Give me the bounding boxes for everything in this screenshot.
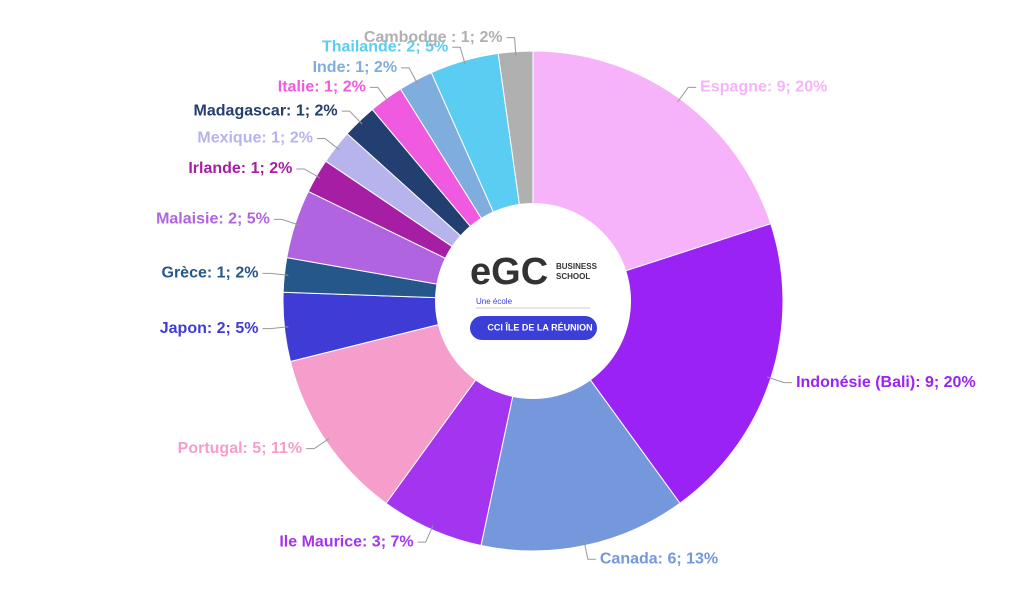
- data-label: Inde: 1; 2%: [313, 59, 397, 76]
- data-label: Japon: 2; 5%: [160, 320, 259, 337]
- leader-line: [369, 86, 389, 103]
- data-label: Malaisie: 2; 5%: [156, 211, 270, 228]
- data-label: Cambodge : 1; 2%: [364, 29, 503, 46]
- data-label: Irlande: 1; 2%: [188, 160, 292, 177]
- logo-tagline: Une école: [476, 297, 513, 306]
- data-label: Grèce: 1; 2%: [162, 265, 259, 282]
- center-logo: eGC BUSINESS SCHOOL Une école CCI ÎLE DE…: [435, 203, 631, 399]
- leader-line: [766, 376, 793, 384]
- data-label: Espagne: 9; 20%: [700, 79, 827, 96]
- leader-line: [583, 541, 596, 560]
- logo-badge-text: CCI ÎLE DE LA RÉUNION: [487, 321, 592, 332]
- data-label: Italie: 1; 2%: [278, 79, 366, 96]
- data-label: Indonésie (Bali): 9; 20%: [796, 374, 976, 391]
- logo-school: BUSINESS: [556, 262, 598, 271]
- logo-badge: [470, 316, 597, 340]
- leader-line: [273, 218, 300, 226]
- data-label: Mexique: 1; 2%: [197, 130, 313, 147]
- leader-line: [306, 438, 330, 450]
- leader-line: [452, 46, 466, 65]
- leader-line: [262, 272, 289, 276]
- donut-hole: [435, 203, 631, 399]
- leader-line: [316, 137, 340, 150]
- leader-line: [262, 326, 289, 330]
- leader-line: [401, 67, 418, 85]
- data-label: Thailande: 2; 5%: [322, 38, 448, 55]
- leader-line: [296, 168, 321, 179]
- leader-line: [341, 110, 363, 125]
- logo-school: SCHOOL: [556, 272, 590, 281]
- data-label: Portugal: 5; 11%: [178, 440, 302, 457]
- labels: Espagne: 9; 20% Indonésie (Bali): 9; 20% C…: [156, 29, 976, 568]
- logo-brand: eGC: [470, 251, 548, 293]
- leader-line: [506, 37, 517, 56]
- leader-line: [677, 86, 697, 103]
- data-label: Madagascar: 1; 2%: [194, 102, 338, 119]
- leader-line: [417, 525, 434, 543]
- data-label: Ile Maurice: 3; 7%: [279, 533, 413, 550]
- data-label: Canada: 6; 13%: [600, 550, 718, 567]
